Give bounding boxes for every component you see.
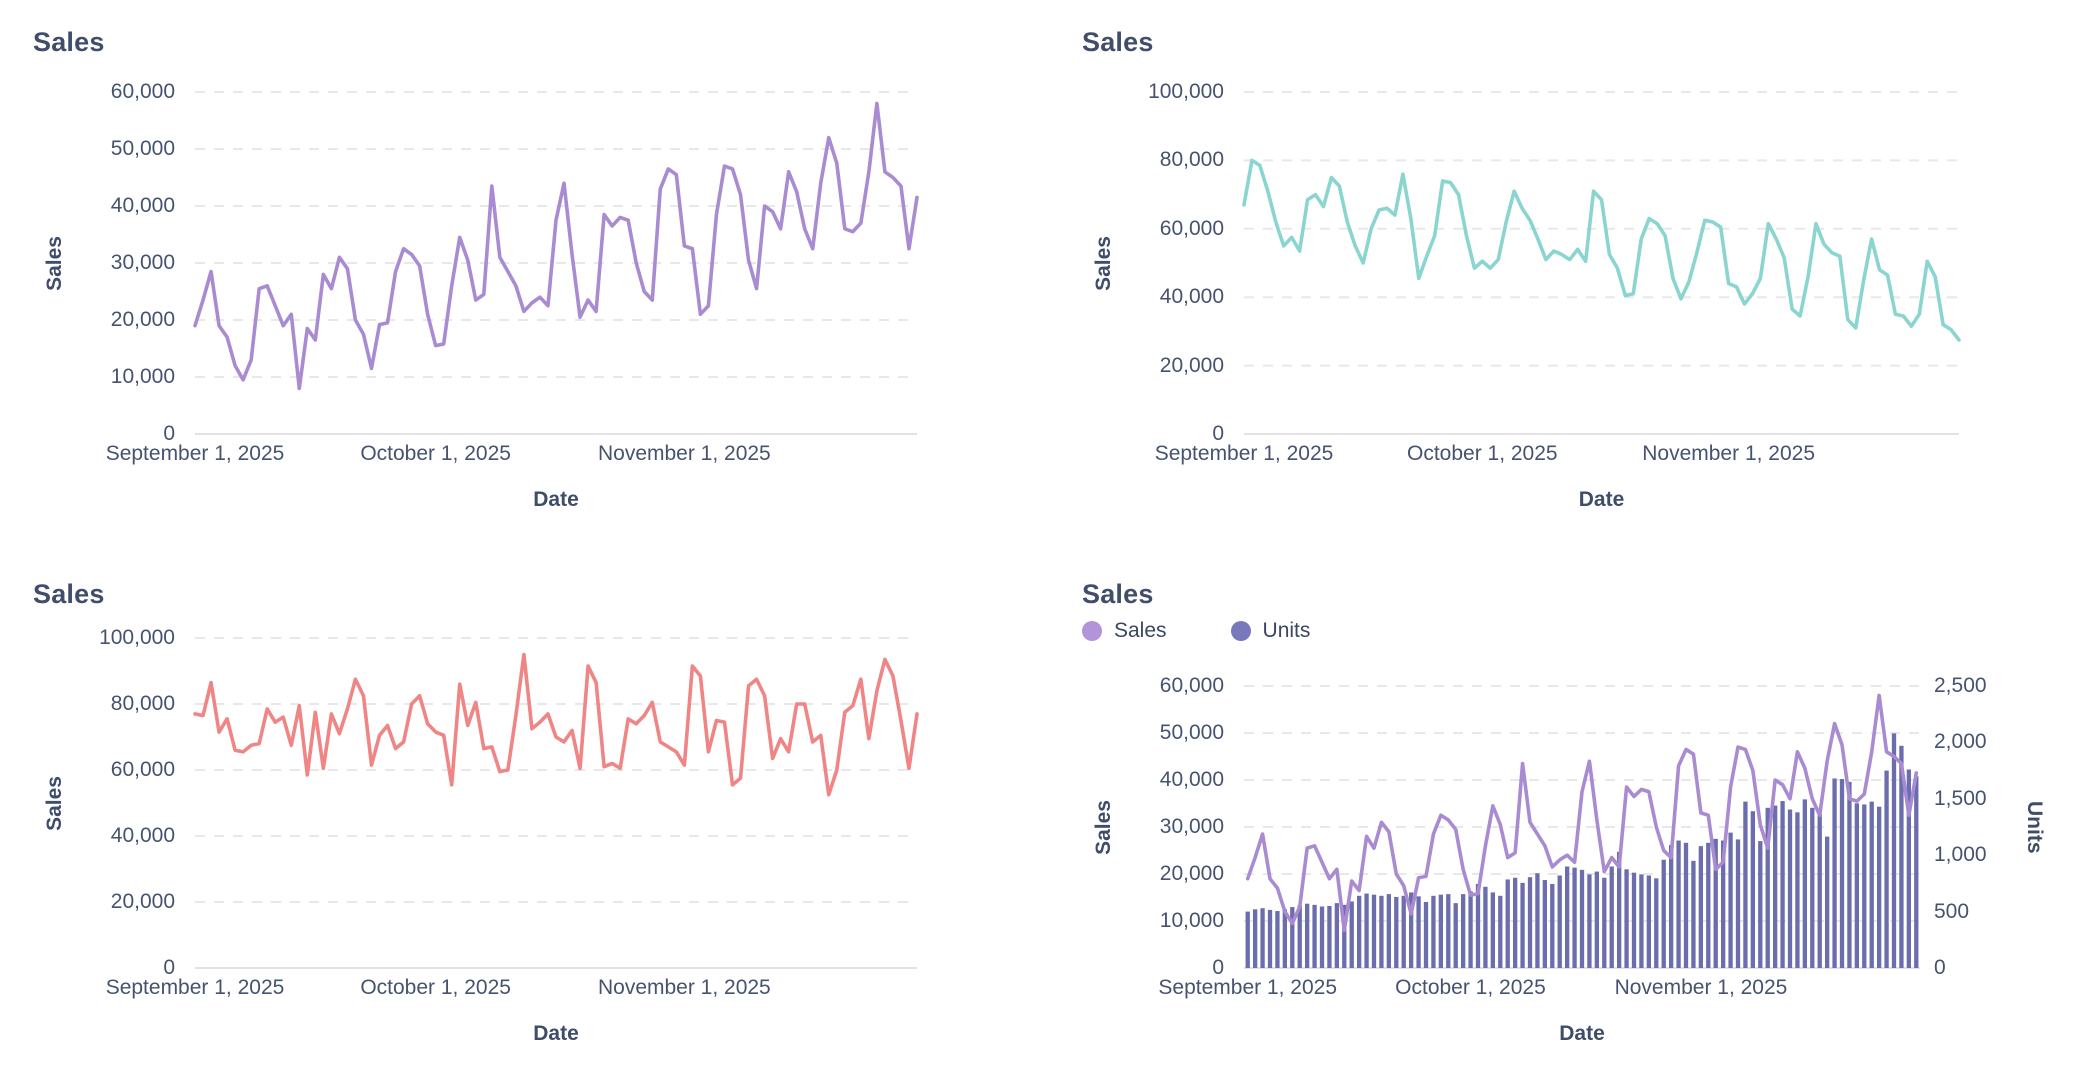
y-tick-label: 0 <box>1212 422 1224 445</box>
chart-body: Sales 0 20,000 40,000 60,000 80,000 100,000 S… <box>33 627 919 1046</box>
y-axis-tick-labels: 0 10,000 20,000 30,000 40,000 50,000 60,000 <box>77 81 195 445</box>
y-axis-tick-labels: 0 20,000 40,000 60,000 80,000 100,000 <box>77 627 195 979</box>
line-chart-plot-area[interactable] <box>193 91 919 435</box>
right-tick-label: 2,000 <box>1934 730 1987 754</box>
right-tick-label: 0 <box>1934 956 1946 979</box>
y-axis-title: Sales <box>43 235 66 291</box>
chart-title: Sales <box>33 579 105 609</box>
x-tick-label: November 1, 2025 <box>1614 976 1788 999</box>
y-tick-label: 30,000 <box>1159 815 1224 838</box>
legend-item-sales[interactable]: Sales <box>1082 619 1167 643</box>
x-axis-tick-labels: September 1, 2025 October 1, 2025 November… <box>1155 442 1959 468</box>
y-tick-label: 60,000 <box>1159 216 1224 240</box>
right-axis-tick-labels: 0 500 1,000 1,500 2,000 2,500 <box>1920 675 2012 979</box>
legend-label: Units <box>1262 619 1311 642</box>
right-tick-label: 500 <box>1934 899 1970 923</box>
y-tick-label: 10,000 <box>1159 909 1224 932</box>
x-tick-label: September 1, 2025 <box>105 442 285 465</box>
y-tick-label: 60,000 <box>1159 674 1224 697</box>
y-tick-label: 0 <box>163 956 175 979</box>
x-axis-tick-labels: September 1, 2025 October 1, 2025 November… <box>106 442 917 468</box>
x-tick-label: September 1, 2025 <box>1158 976 1338 999</box>
chart-body: Sales 0 20,000 40,000 60,000 80,000 100,000 S… <box>1082 81 1961 512</box>
y-axis-tick-labels: 0 10,000 20,000 30,000 40,000 50,000 60,000 <box>1126 675 1244 979</box>
y-tick-label: 20,000 <box>110 308 175 331</box>
y-axis-tick-labels: 0 20,000 40,000 60,000 80,000 100,000 <box>1126 81 1244 445</box>
x-tick-label: October 1, 2025 <box>360 976 511 999</box>
right-tick-label: 1,000 <box>1934 843 1987 867</box>
x-axis-title: Date <box>533 488 579 511</box>
y-tick-label: 10,000 <box>110 365 175 388</box>
sales-trend-chart-card: Sales Sales 0 10,000 20,000 30,000 40,000 50,… <box>0 0 1042 540</box>
line-chart-plot-area[interactable] <box>193 637 919 969</box>
y-tick-label: 0 <box>163 422 175 445</box>
line-chart-plot-area[interactable] <box>1242 91 1961 435</box>
y-tick-label: 60,000 <box>110 80 175 103</box>
y-axis-title-column: Sales <box>1082 92 1126 434</box>
y-axis-title-column: Sales <box>33 638 77 968</box>
y-tick-label: 80,000 <box>1159 148 1224 172</box>
plot-column: September 1, 2025 October 1, 2025 November… <box>1158 685 1920 1046</box>
chart-title: Sales <box>1082 27 1154 57</box>
y-tick-label: 50,000 <box>110 137 175 160</box>
y-tick-label: 20,000 <box>1159 353 1224 377</box>
x-tick-label: October 1, 2025 <box>1395 976 1546 999</box>
legend-label: Sales <box>1114 619 1167 642</box>
x-axis-tick-labels: September 1, 2025 October 1, 2025 November… <box>106 976 917 1002</box>
y-tick-label: 0 <box>1212 956 1224 979</box>
y-tick-label: 30,000 <box>110 251 175 274</box>
sales-decline-chart-card: Sales Sales 0 20,000 40,000 60,000 80,000 100… <box>1042 0 2084 540</box>
x-tick-label: November 1, 2025 <box>597 442 771 465</box>
x-tick-label: September 1, 2025 <box>1154 442 1334 465</box>
y-tick-label: 40,000 <box>1159 768 1224 791</box>
y-tick-label: 40,000 <box>1159 285 1224 309</box>
chart-body: Sales 0 10,000 20,000 30,000 40,000 50,000 60,… <box>33 81 919 512</box>
x-axis-tick-labels: September 1, 2025 October 1, 2025 November… <box>1158 976 1920 1002</box>
y-tick-label: 20,000 <box>110 890 175 913</box>
y-axis-title: Sales <box>1092 799 1115 855</box>
y-tick-label: 80,000 <box>110 692 175 715</box>
x-tick-label: October 1, 2025 <box>360 442 511 465</box>
y-axis-title: Sales <box>1092 235 1115 291</box>
chart-title: Sales <box>33 27 105 57</box>
chart-body: Sales 0 10,000 20,000 30,000 40,000 50,000 60,… <box>1082 675 2056 1046</box>
y-axis-title-column: Sales <box>1082 686 1126 968</box>
x-axis-title: Date <box>1559 1022 1605 1045</box>
legend-item-units[interactable]: Units <box>1230 619 1311 643</box>
y-tick-label: 100,000 <box>99 626 175 649</box>
y-tick-label: 40,000 <box>110 194 175 217</box>
x-tick-label: October 1, 2025 <box>1406 442 1558 465</box>
sales-flat-chart-card: Sales Sales 0 20,000 40,000 60,000 80,000 100… <box>0 540 1042 1080</box>
right-tick-label: 1,500 <box>1934 786 1987 810</box>
plot-column: September 1, 2025 October 1, 2025 November… <box>106 91 919 512</box>
y-tick-label: 40,000 <box>110 824 175 847</box>
sales-units-combo-chart-card: Sales Sales Units Sales 0 10,000 20,000 30,… <box>1042 540 2084 1080</box>
x-tick-label: November 1, 2025 <box>597 976 771 999</box>
right-tick-label: 2,500 <box>1934 674 1987 697</box>
y-axis-title: Sales <box>43 775 66 831</box>
plot-column: September 1, 2025 October 1, 2025 November… <box>1155 91 1961 512</box>
plot-column: September 1, 2025 October 1, 2025 November… <box>106 637 919 1046</box>
x-tick-label: November 1, 2025 <box>1642 442 1816 465</box>
x-axis-title: Date <box>533 1022 579 1045</box>
right-axis-title: Units <box>2023 800 2046 854</box>
x-axis-title: Date <box>1578 488 1625 511</box>
chart-title: Sales <box>1082 579 1154 609</box>
combo-chart-plot-area[interactable] <box>1244 685 1920 969</box>
y-tick-label: 60,000 <box>110 758 175 781</box>
right-axis-title-column: Units <box>2012 686 2056 968</box>
chart-legend: Sales Units <box>1082 616 2056 646</box>
sales-legend-dot-icon <box>1082 621 1102 641</box>
y-tick-label: 50,000 <box>1159 721 1224 744</box>
x-tick-label: September 1, 2025 <box>105 976 285 999</box>
y-tick-label: 20,000 <box>1159 862 1224 885</box>
y-tick-label: 100,000 <box>1148 80 1224 103</box>
y-axis-title-column: Sales <box>33 92 77 434</box>
units-legend-dot-icon <box>1230 621 1251 641</box>
